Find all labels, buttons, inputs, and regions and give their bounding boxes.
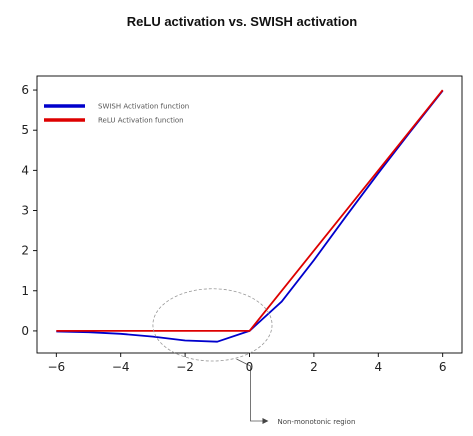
y-tick-label: 6 [21,83,29,97]
x-tick-label: −2 [176,360,194,374]
non-monotonic-region-ellipse [152,288,273,362]
annotation-arrowhead [262,418,269,424]
chart-title: ReLU activation vs. SWISH activation [127,14,358,29]
legend-label-relu: ReLU Activation function [98,117,184,125]
x-tick-label: 0 [246,360,254,374]
x-tick-label: −4 [112,360,130,374]
y-tick-label: 5 [21,123,29,137]
annotation-group: Non-monotonic region [152,288,355,426]
y-tick-label: 4 [21,163,29,177]
x-tick-label: 6 [439,360,447,374]
series-line-swish [56,90,444,343]
x-tick-label: −6 [47,360,65,374]
legend: SWISH Activation function ReLU Activatio… [44,103,189,125]
y-axis: 0 1 2 3 4 5 6 [21,83,37,338]
x-axis: −6 −4 −2 0 2 4 6 [47,353,447,374]
y-tick-label: 1 [21,284,29,298]
y-tick-label: 2 [21,244,29,258]
annotation-label: Non-monotonic region [277,418,355,426]
y-tick-label: 0 [21,324,29,338]
x-tick-label: 2 [310,360,318,374]
series-lines [56,89,444,343]
series-line-relu [56,89,444,332]
y-tick-label: 3 [21,203,29,217]
legend-label-swish: SWISH Activation function [98,103,189,111]
annotation-connector-line [236,358,265,422]
x-tick-label: 4 [374,360,382,374]
